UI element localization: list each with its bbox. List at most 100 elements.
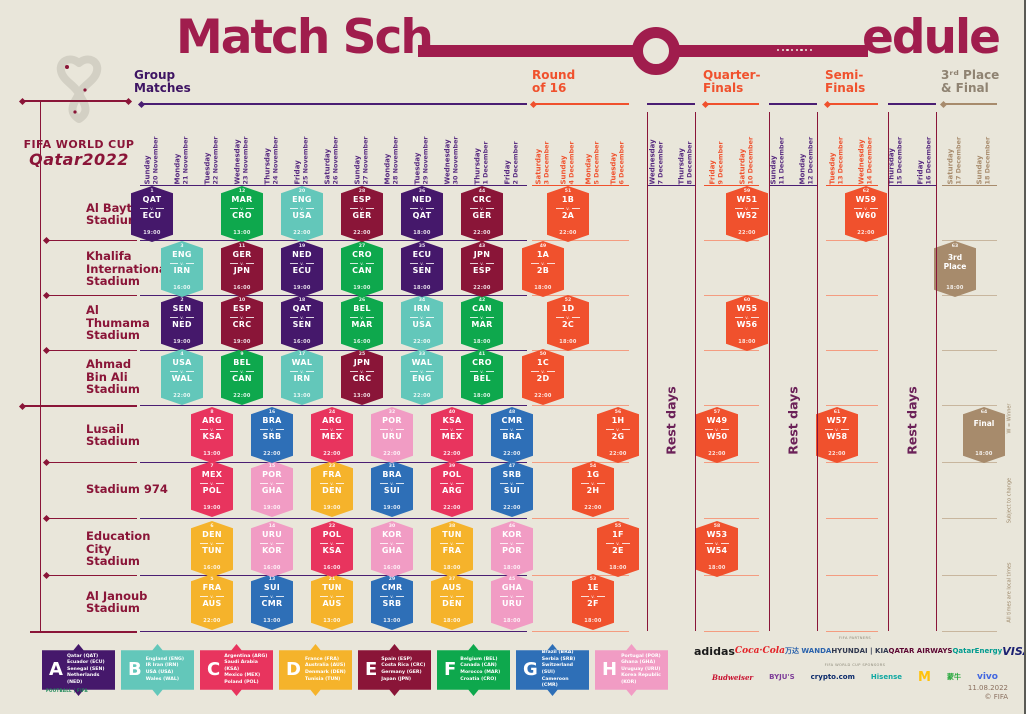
date-label: 7 December — [656, 141, 665, 185]
match-number: 28 — [358, 189, 366, 194]
match-cell-11: 11 GER v. JPN 16:00 — [221, 241, 263, 297]
date-label: 13 December — [836, 136, 845, 185]
date-column-15: Sunday 4 December — [560, 107, 577, 184]
versus-divider: v. — [200, 427, 223, 432]
team-a-code: CRO — [352, 250, 372, 259]
match-number: 58 — [713, 524, 721, 529]
team-name: Qatar (QAT) — [66, 653, 99, 659]
day-label: Thursday — [677, 148, 686, 185]
versus-divider: v. — [350, 315, 373, 320]
team-b-code: USA — [412, 319, 432, 329]
versus-divider: v. — [440, 427, 463, 432]
match-cell-63: 63 3rd Place 18:00 — [934, 241, 976, 297]
date-label: 15 December — [895, 136, 904, 185]
date-label: 25 November — [301, 136, 310, 185]
date-column-10: Tuesday 29 November — [414, 107, 431, 184]
team-b-code: 2C — [561, 319, 575, 329]
date-label: 14 December — [865, 136, 874, 185]
row-separator-sf — [826, 518, 878, 520]
versus-divider: v. — [170, 369, 193, 374]
row-separator-final — [942, 518, 997, 520]
match-number: 23 — [328, 464, 336, 469]
stadium-label-7: Education City Stadium — [86, 529, 151, 569]
match-number: 57 — [713, 410, 721, 415]
team-b-code: SRB — [382, 598, 402, 608]
bottom-separator — [30, 631, 137, 633]
match-cell-24: 24 ARG v. MEX 22:00 — [311, 407, 353, 463]
match-number: 46 — [508, 524, 516, 529]
date-column-2: Monday 21 November — [174, 107, 191, 184]
date-label: 20 November — [151, 136, 160, 185]
bottom-separator-qf — [704, 631, 759, 633]
versus-divider: v. — [556, 315, 579, 320]
match-number: 31 — [388, 464, 396, 469]
match-cell-18: 18 QAT v. SEN 16:00 — [281, 295, 323, 351]
match-number: 3 — [180, 244, 184, 249]
team-name: Spain (ESP) — [381, 656, 413, 662]
match-cell-61: 61 W57 v. W58 22:00 — [816, 407, 858, 463]
match-cell-15: 15 POR v. GHA 19:00 — [251, 461, 293, 517]
match-time: 22:00 — [857, 230, 875, 236]
match-time: 18:00 — [413, 285, 431, 291]
match-cell-42: 42 CAN v. MAR 18:00 — [461, 295, 503, 351]
team-name: Croatia (CRO) — [460, 676, 497, 682]
match-cell-56: 56 1H v. 2G 22:00 — [597, 407, 639, 463]
date-column-5: Thursday 24 November — [264, 107, 281, 184]
match-number: 59 — [743, 189, 751, 194]
day-label: Saturday — [323, 148, 332, 185]
date-column-1: Sunday 20 November — [144, 107, 161, 185]
team-b-code: CRC — [232, 319, 252, 329]
match-cell-35: 35 ECU v. SEN 18:00 — [401, 241, 443, 297]
row-separator-r16 — [532, 350, 629, 352]
match-number: 53 — [589, 577, 597, 582]
team-b-code: MAR — [351, 319, 373, 329]
match-time: 22:00 — [173, 393, 191, 399]
match-cell-14: 14 URU v. KOR 16:00 — [251, 521, 293, 577]
match-time: 18:00 — [473, 339, 491, 345]
versus-divider: v. — [230, 261, 253, 266]
versus-divider: v. — [200, 594, 223, 599]
match-number: 38 — [448, 524, 456, 529]
partners-row: adidas Coca·Cola 万达 WANDA HYUNDAI | KIA QATA… — [694, 641, 1024, 661]
date-underline-final — [942, 185, 997, 187]
match-time: 22:00 — [413, 339, 431, 345]
row-separator-r16 — [532, 518, 629, 520]
versus-divider: v. — [290, 206, 313, 211]
sponsor-logo-byju-s: BYJU'S — [769, 673, 795, 681]
footer-copyright: © FIFA — [984, 693, 1009, 701]
bottom-separator-group — [140, 631, 527, 633]
legend-card-group-D: D France (FRA) Australia (AUS) Denmark (DEN… — [279, 644, 352, 696]
fifa-world-cup-logo: FIFA WORLD CUP Qatar2022 — [12, 54, 146, 169]
day-label: Friday — [708, 160, 717, 185]
match-number: 20 — [298, 189, 306, 194]
team-a-code: NED — [292, 250, 312, 259]
versus-divider: v. — [410, 315, 433, 320]
match-time: 22:00 — [534, 393, 552, 399]
match-time: 16:00 — [263, 565, 281, 571]
section-header-group: Group Matches — [134, 68, 191, 95]
date-column-18: Wednesday 7 December — [649, 107, 666, 185]
stadium-label-2: Khalifa International Stadium — [86, 249, 171, 289]
team-b-code: CAN — [232, 373, 252, 383]
match-cell-59: 59 W51 v. W52 22:00 — [726, 186, 768, 242]
team-a-code: KOR — [382, 530, 402, 539]
team-name: USA (USA) — [145, 670, 174, 675]
date-column-4: Wednesday 23 November — [234, 107, 251, 184]
day-label: Sunday — [353, 155, 362, 185]
date-underline-rest3 — [888, 185, 936, 187]
partners-label: FIFA PARTNERS — [838, 636, 872, 640]
date-column-25: Wednesday 14 December — [858, 107, 875, 185]
team-b-code: 2F — [587, 598, 599, 608]
versus-divider: v. — [170, 315, 193, 320]
match-cell-8: 8 ARG v. KSA 13:00 — [191, 407, 233, 463]
versus-divider: v. — [470, 369, 493, 374]
group-teams: Portugal (POR) Ghana (GHA) Uruguay (URU) Ko… — [621, 654, 665, 687]
match-time: 19:00 — [203, 505, 221, 511]
team-a-code: CRC — [472, 195, 492, 204]
team-a-code: NED — [412, 195, 432, 204]
team-b-code: KOR — [262, 545, 282, 555]
team-a-code: KOR — [502, 530, 522, 539]
group-letter: G — [523, 659, 538, 680]
team-name: Canada (CAN) — [460, 663, 497, 669]
row-separator-r16 — [532, 240, 629, 242]
